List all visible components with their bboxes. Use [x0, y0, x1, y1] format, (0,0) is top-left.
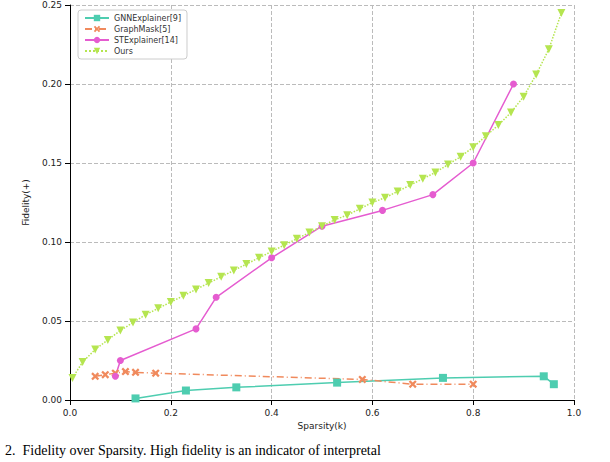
svg-text:GraphMask[5]: GraphMask[5]: [114, 25, 170, 34]
svg-text:2. Fidelity over Sparsity. Hi: 2. Fidelity over Sparsity. High fidelity…: [5, 443, 381, 458]
svg-text:Fidelity(+): Fidelity(+): [21, 179, 31, 226]
svg-text:0.10: 0.10: [42, 237, 62, 247]
svg-text:Ours: Ours: [114, 47, 133, 56]
svg-text:0.00: 0.00: [42, 395, 62, 405]
svg-text:0.2: 0.2: [164, 408, 178, 418]
svg-text:0.0: 0.0: [63, 408, 78, 418]
svg-text:0.4: 0.4: [264, 408, 279, 418]
svg-text:0.8: 0.8: [466, 408, 481, 418]
svg-text:STExplainer[14]: STExplainer[14]: [114, 36, 178, 45]
svg-text:1.0: 1.0: [567, 408, 582, 418]
svg-text:0.20: 0.20: [42, 79, 62, 89]
svg-text:GNNExplainer[9]: GNNExplainer[9]: [114, 14, 181, 23]
svg-text:0.6: 0.6: [365, 408, 380, 418]
svg-text:0.05: 0.05: [42, 316, 62, 326]
svg-text:Sparsity(k): Sparsity(k): [298, 421, 347, 431]
svg-text:0.15: 0.15: [42, 158, 62, 168]
svg-text:0.25: 0.25: [42, 0, 62, 10]
